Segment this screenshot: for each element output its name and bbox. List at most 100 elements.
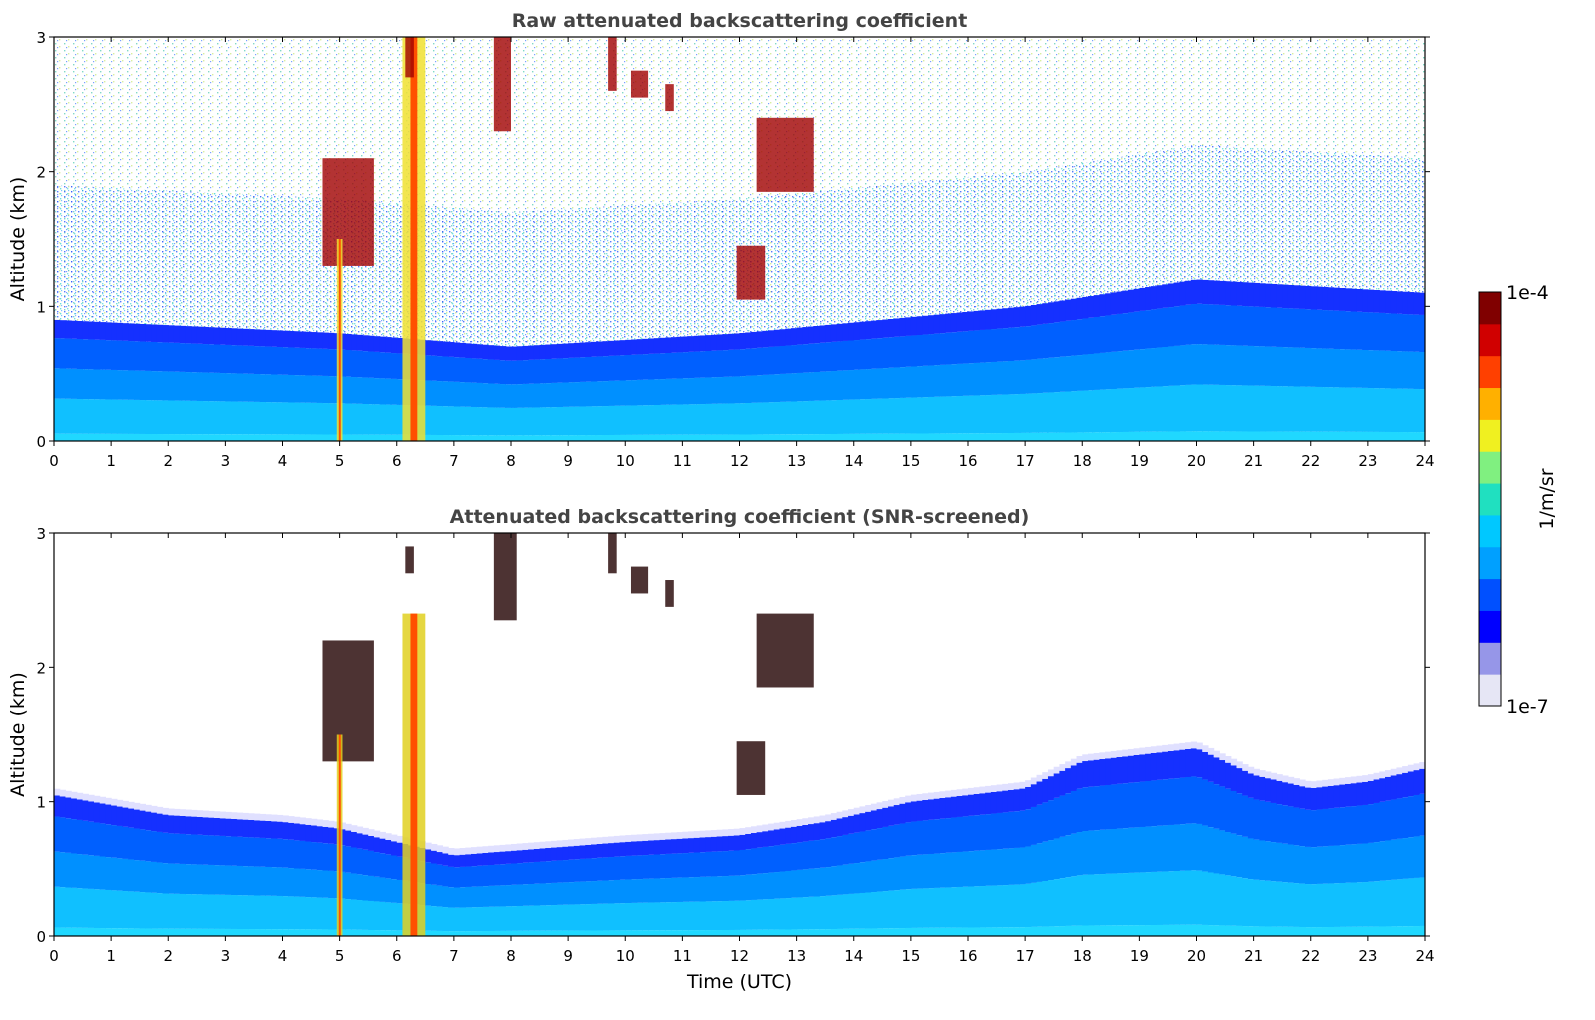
heatmap-cell xyxy=(1327,387,1335,432)
heatmap-cell xyxy=(1065,356,1072,392)
heatmap-cell xyxy=(1362,289,1369,313)
heatmap-cell xyxy=(790,434,798,441)
heatmap-cell xyxy=(779,871,786,899)
heatmap-cell xyxy=(642,878,649,903)
heatmap-cell xyxy=(516,850,524,864)
heatmap-cell xyxy=(196,400,204,435)
heatmap-cell xyxy=(762,347,769,375)
heatmap-cell xyxy=(1293,431,1300,441)
heatmap-cell xyxy=(899,796,906,804)
heatmap-cell xyxy=(613,434,621,441)
heatmap-cell xyxy=(465,931,472,936)
heatmap-cell xyxy=(1013,360,1021,395)
heatmap-cell xyxy=(933,927,941,936)
heatmap-cell xyxy=(1053,926,1060,936)
heatmap-cell xyxy=(1242,306,1249,346)
heatmap-cell xyxy=(819,815,826,823)
heatmap-cell xyxy=(116,928,124,936)
heatmap-cell xyxy=(1082,761,1089,788)
heatmap-cell xyxy=(482,886,489,907)
heatmap-cell xyxy=(1413,836,1420,878)
heatmap-cell xyxy=(1236,877,1243,926)
heatmap-cell xyxy=(808,343,815,373)
heatmap-cell xyxy=(945,887,952,928)
heatmap-cell xyxy=(539,861,546,884)
heatmap-cell xyxy=(145,433,152,441)
heatmap-cell xyxy=(465,382,472,407)
heatmap-cell xyxy=(99,433,107,441)
heatmap-cell xyxy=(379,352,386,379)
heatmap-cell xyxy=(1350,783,1358,807)
heatmap-cell xyxy=(105,433,112,441)
heatmap-cell xyxy=(545,383,552,408)
heatmap-cell xyxy=(1202,825,1209,872)
heatmap-cell xyxy=(1087,760,1095,787)
heatmap-cell xyxy=(139,189,146,324)
heatmap-cell xyxy=(1350,349,1358,388)
heatmap-cell xyxy=(676,877,683,902)
heatmap-cell xyxy=(1179,385,1186,432)
heatmap-cell xyxy=(1185,776,1192,824)
heatmap-cell xyxy=(539,359,546,384)
heatmap-cell xyxy=(93,339,101,370)
heatmap-cell xyxy=(905,366,912,398)
heatmap-cell xyxy=(156,400,164,435)
heatmap-cell xyxy=(362,929,369,936)
heatmap-cell xyxy=(848,863,855,894)
heatmap-cell xyxy=(236,193,244,329)
x-tick-label: 3 xyxy=(221,947,231,965)
heatmap-cell xyxy=(1253,768,1260,776)
heatmap-cell xyxy=(768,402,775,435)
heatmap-cell xyxy=(54,788,61,796)
heatmap-cell xyxy=(442,931,449,936)
heatmap-cell xyxy=(962,788,969,796)
heatmap-cell xyxy=(202,817,209,836)
heatmap-cell xyxy=(882,433,889,441)
heatmap-cell xyxy=(1099,389,1106,433)
heatmap-cell xyxy=(396,930,404,936)
heatmap-cell xyxy=(453,381,461,407)
heatmap-cell xyxy=(893,857,901,891)
heatmap-cell xyxy=(219,835,226,866)
heatmap-cell xyxy=(922,433,929,441)
heatmap-cell xyxy=(265,346,272,375)
heatmap-cell xyxy=(1362,775,1369,782)
heatmap-cell xyxy=(1173,924,1180,936)
heatmap-cell xyxy=(693,930,701,936)
heatmap-cell xyxy=(1139,310,1146,350)
heatmap-cell xyxy=(442,406,449,436)
heatmap-cell xyxy=(819,896,826,930)
heatmap-cell xyxy=(733,333,741,350)
heatmap-cell xyxy=(1247,345,1255,386)
heatmap-cell xyxy=(1173,282,1180,307)
heatmap-cell xyxy=(219,865,226,895)
heatmap-cell xyxy=(522,905,529,931)
heatmap-cell xyxy=(1036,781,1043,805)
heatmap-cell xyxy=(76,819,84,855)
heatmap-cell xyxy=(1230,281,1238,306)
heatmap-cell xyxy=(196,192,204,327)
heatmap-cell xyxy=(916,820,923,855)
heatmap-cell xyxy=(968,927,975,936)
heatmap-cell xyxy=(779,929,786,936)
heatmap-cell xyxy=(596,381,603,407)
heatmap-cell xyxy=(1265,307,1272,347)
heatmap-cell xyxy=(1127,827,1135,873)
heatmap-cell xyxy=(899,823,906,857)
heatmap-cell xyxy=(1259,770,1266,777)
heatmap-cell xyxy=(248,929,255,936)
heatmap-cell xyxy=(768,872,775,900)
heatmap-cell xyxy=(1076,788,1083,833)
heatmap-cell xyxy=(293,434,301,441)
heatmap-cell xyxy=(88,927,95,936)
x-tick-label: 15 xyxy=(901,452,920,470)
heatmap-cell xyxy=(82,793,89,801)
heatmap-cell xyxy=(1310,781,1318,788)
x-tick-label: 1 xyxy=(106,947,116,965)
heatmap-cell xyxy=(299,868,306,897)
heatmap-cell xyxy=(1350,153,1358,289)
heatmap-cell xyxy=(345,349,352,377)
heatmap-cell xyxy=(556,407,564,436)
heatmap-cell xyxy=(693,877,701,902)
